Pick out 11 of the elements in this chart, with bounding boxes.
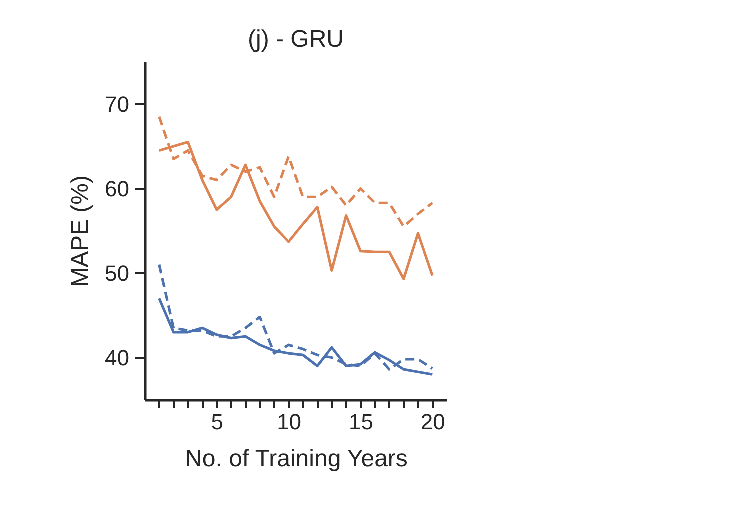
x-tick-label: 20 — [420, 410, 446, 434]
y-tick-label: 50 — [105, 260, 130, 286]
y-tick-label: 70 — [105, 92, 130, 117]
y-tick-label: 60 — [105, 176, 130, 202]
x-tick-label: 5 — [211, 410, 224, 434]
x-tick-label: 10 — [277, 410, 302, 434]
x-tick-label: 15 — [348, 410, 374, 434]
chart-title: (j) - GRU — [248, 26, 344, 53]
y-axis-title: MAPE (%) — [67, 175, 94, 288]
x-axis-title: No. of Training Years — [185, 446, 408, 472]
y-tick-label: 40 — [105, 345, 130, 370]
